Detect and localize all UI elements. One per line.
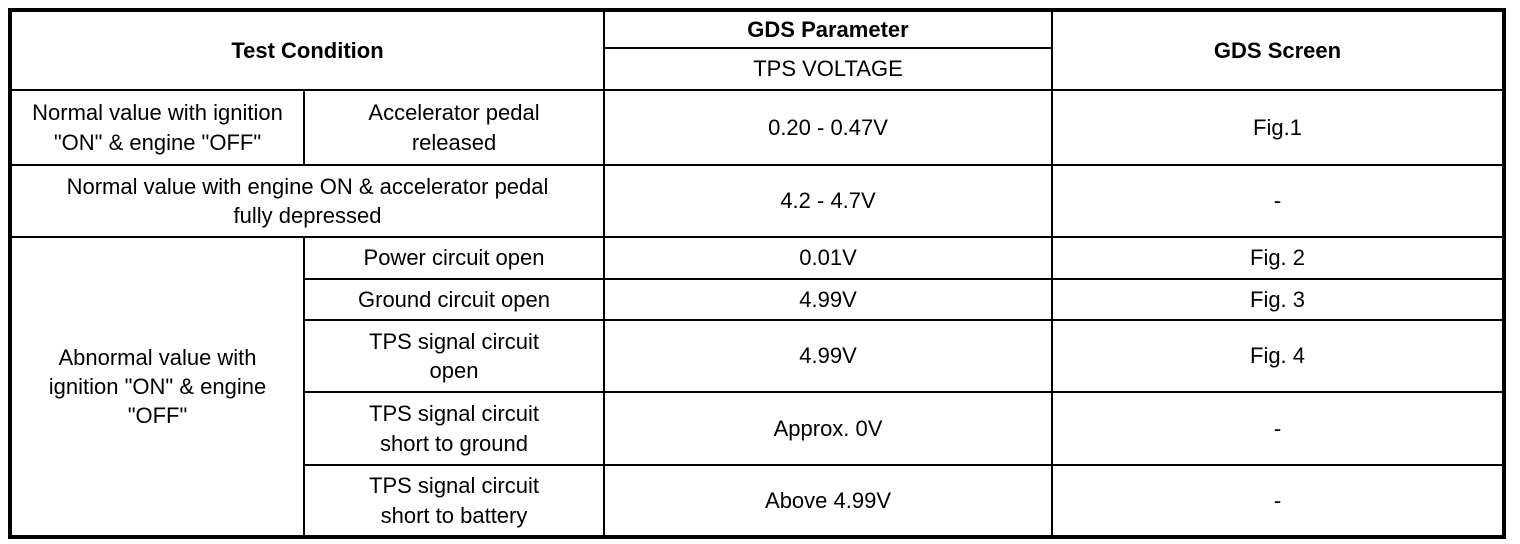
- cell-condition-detail: Accelerator pedal released: [302, 89, 606, 166]
- table-row: Normal value with engine ON & accelerato…: [8, 164, 1506, 238]
- tps-voltage-spec-table: Test Condition GDS Parameter GDS Screen …: [8, 8, 1507, 539]
- cell-condition-full: Normal value with engine ON & accelerato…: [8, 164, 606, 238]
- cell-gds-screen: Fig. 2: [1051, 236, 1506, 280]
- cell-condition-detail: Ground circuit open: [302, 278, 606, 321]
- table-row: Ground circuit open 4.99V Fig. 3: [10, 278, 1506, 321]
- cell-tps-voltage: Above 4.99V: [603, 464, 1054, 538]
- cell-tps-voltage: 4.99V: [603, 319, 1054, 393]
- cell-gds-screen: -: [1051, 164, 1506, 238]
- cell-condition-detail: Power circuit open: [302, 236, 606, 280]
- cell-gds-screen: Fig. 3: [1051, 278, 1506, 321]
- cell-tps-voltage: 4.99V: [603, 278, 1054, 321]
- table-row: TPS signal circuit short to battery Abov…: [10, 464, 1506, 538]
- cell-gds-screen: -: [1051, 464, 1506, 538]
- cell-tps-voltage: 0.20 - 0.47V: [603, 89, 1054, 166]
- cell-gds-screen: Fig. 4: [1051, 319, 1506, 393]
- table-row: Abnormal value with ignition "ON" & engi…: [9, 236, 1506, 538]
- cell-condition-detail: TPS signal circuit short to battery: [302, 464, 606, 538]
- cell-condition-detail: TPS signal circuit open: [302, 319, 606, 393]
- table-row: TPS signal circuit short to ground Appro…: [10, 391, 1506, 466]
- cell-condition-group: Abnormal value with ignition "ON" & engi…: [9, 236, 305, 538]
- cell-gds-screen: Fig.1: [1051, 89, 1506, 166]
- table-row: TPS signal circuit open 4.99V Fig. 4: [10, 319, 1506, 393]
- cell-gds-screen: -: [1051, 391, 1506, 466]
- header-gds-parameter-sub: TPS VOLTAGE: [603, 47, 1054, 91]
- cell-condition-detail: TPS signal circuit short to ground: [302, 391, 606, 466]
- cell-tps-voltage: 0.01V: [603, 236, 1054, 280]
- header-test-condition: Test Condition: [8, 9, 606, 91]
- table-row: Normal value with ignition "ON" & engine…: [9, 89, 1506, 166]
- cell-tps-voltage: Approx. 0V: [603, 391, 1054, 466]
- header-gds-parameter: GDS Parameter: [603, 9, 1054, 49]
- cell-tps-voltage: 4.2 - 4.7V: [603, 164, 1054, 238]
- header-gds-screen: GDS Screen: [1051, 9, 1506, 91]
- cell-condition-group: Normal value with ignition "ON" & engine…: [9, 89, 305, 166]
